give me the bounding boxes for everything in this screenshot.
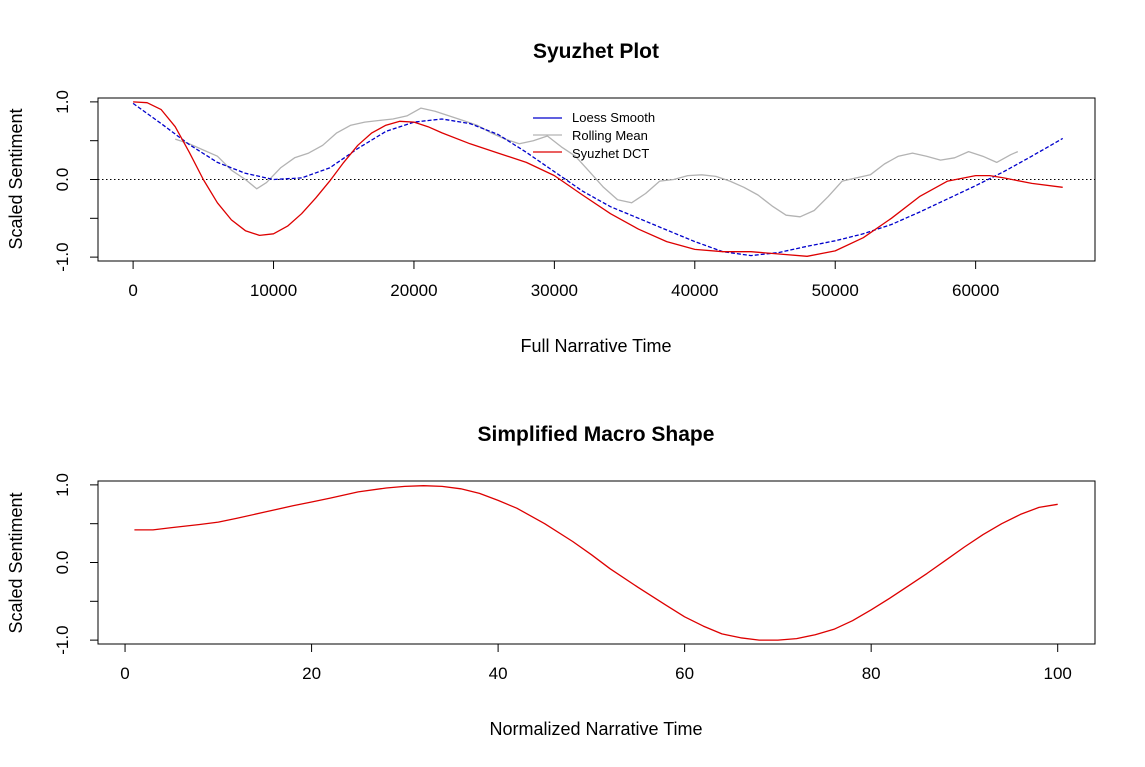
syuzhet-plot-series-loess-smooth — [132, 102, 1064, 257]
syuzhet-plot-y-tick-label: 0.0 — [53, 168, 72, 192]
macro-shape-x-axis-label: Normalized Narrative Time — [489, 719, 702, 739]
syuzhet-plot-x-tick-label: 40000 — [671, 281, 718, 300]
syuzhet-plot-y-ticks: -1.0 0.0 1.0 — [53, 90, 98, 272]
syuzhet-plot-y-tick-label: 1.0 — [53, 90, 72, 114]
syuzhet-plot-x-tick-label: 0 — [128, 281, 137, 300]
legend-label-loess-smooth: Loess Smooth — [572, 110, 655, 125]
syuzhet-plot-series-syuzhet-dct — [133, 101, 1063, 257]
macro-shape-title: Simplified Macro Shape — [478, 423, 715, 446]
syuzhet-plot-panel: Syuzhet Plot Full Narrative Time Scaled … — [6, 40, 1096, 356]
syuzhet-plot-x-tick-label: 10000 — [250, 281, 297, 300]
macro-shape-series — [134, 485, 1058, 641]
syuzhet-plot-title: Syuzhet Plot — [533, 40, 659, 63]
syuzhet-plot-y-tick-label: -1.0 — [53, 242, 72, 271]
legend-label-rolling-mean: Rolling Mean — [572, 128, 648, 143]
macro-shape-y-axis-label: Scaled Sentiment — [6, 492, 26, 633]
macro-shape-x-ticks: 0 20 40 60 80 100 — [120, 644, 1072, 683]
macro-shape-y-tick-label: 0.0 — [53, 551, 72, 575]
macro-shape-y-tick-label: -1.0 — [53, 625, 72, 654]
macro-shape-x-tick-label: 60 — [675, 664, 694, 683]
legend-label-syuzhet-dct: Syuzhet DCT — [572, 146, 649, 161]
macro-shape-x-tick-label: 100 — [1044, 664, 1072, 683]
macro-shape-x-tick-label: 80 — [862, 664, 881, 683]
syuzhet-plot-series — [132, 101, 1064, 257]
macro-shape-y-ticks: -1.0 0.0 1.0 — [53, 473, 98, 655]
macro-shape-panel: Simplified Macro Shape Normalized Narrat… — [6, 423, 1096, 739]
syuzhet-plot-legend: Loess Smooth Rolling Mean Syuzhet DCT — [533, 110, 655, 161]
syuzhet-plot-x-tick-label: 50000 — [812, 281, 859, 300]
macro-shape-x-tick-label: 20 — [302, 664, 321, 683]
syuzhet-plot-x-tick-label: 60000 — [952, 281, 999, 300]
macro-shape-x-tick-label: 40 — [489, 664, 508, 683]
macro-shape-y-tick-label: 1.0 — [53, 473, 72, 497]
syuzhet-plot-x-tick-label: 20000 — [390, 281, 437, 300]
syuzhet-plot-x-tick-label: 30000 — [531, 281, 578, 300]
syuzhet-plot-x-axis-label: Full Narrative Time — [520, 336, 671, 356]
syuzhet-plot-y-axis-label: Scaled Sentiment — [6, 108, 26, 249]
macro-shape-frame — [97, 480, 1096, 645]
macro-shape-x-tick-label: 0 — [120, 664, 129, 683]
macro-shape-series-line — [134, 485, 1058, 641]
syuzhet-plot-series-rolling-mean — [174, 107, 1019, 218]
syuzhet-plot-x-ticks: 0 10000 20000 30000 40000 50000 60000 — [128, 261, 999, 300]
